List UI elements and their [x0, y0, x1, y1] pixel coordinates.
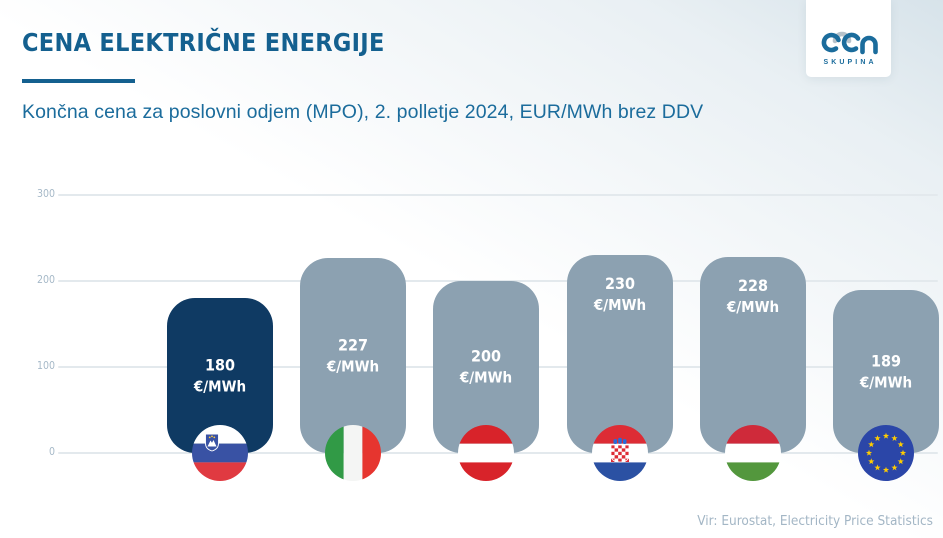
bar-value: 227 [337, 334, 369, 354]
bar-value-label: 228 €/MWh [700, 275, 806, 318]
bar-value-label: 227 €/MWh [300, 334, 406, 377]
bar-unit: €/MWh [726, 298, 780, 317]
croatia-flag-icon [592, 425, 648, 481]
bar-at: 200 €/MWh [433, 281, 539, 481]
bar-value-label: 189 €/MWh [833, 350, 939, 393]
y-axis-tick-0: 0 [48, 446, 55, 458]
bar-unit: €/MWh [193, 377, 247, 396]
bar-unit: €/MWh [459, 368, 513, 387]
bar-value: 228 [737, 276, 769, 295]
bar-value-label: 200 €/MWh [433, 345, 539, 388]
bar-value-label: 230 €/MWh [567, 273, 673, 316]
bar-value: 200 [470, 346, 502, 366]
eu-flag-icon [858, 425, 914, 481]
italy-flag-icon [325, 425, 381, 481]
bar-unit: €/MWh [859, 373, 913, 392]
gen-skupina-logo: SKUPINA [806, 0, 891, 77]
y-axis-tick-100: 100 [36, 360, 55, 372]
bar-unit: €/MWh [326, 357, 380, 376]
y-axis-tick-200: 200 [36, 274, 55, 286]
chart-subtitle: Končna cena za poslovni odjem (MPO), 2. … [22, 101, 704, 123]
slovenia-flag-icon [192, 425, 248, 481]
hungary-flag-icon [725, 425, 781, 481]
bar-unit: €/MWh [593, 296, 647, 315]
source-note: Vir: Eurostat, Electricity Price Statist… [697, 513, 933, 529]
bar-value-label: 180 €/MWh [167, 354, 273, 397]
austria-flag-icon [458, 425, 514, 481]
gen-logo-icon [821, 31, 878, 55]
y-axis-tick-300: 300 [36, 188, 55, 200]
bar-value: 189 [870, 350, 902, 370]
bar-value: 230 [604, 274, 636, 293]
bar-si: 180 €/MWh [167, 298, 273, 481]
bar-hr: 230 €/MWh [567, 255, 673, 481]
page-title: CENA ELEKTRIČNE ENERGIJE [22, 28, 385, 57]
bar-eu: 189 €/MWh [833, 290, 939, 481]
title-underline [22, 79, 135, 83]
gridline-y300 [58, 194, 938, 196]
bar-hu: 228 €/MWh [700, 257, 806, 481]
logo-subtext: SKUPINA [823, 59, 877, 66]
bar-value: 180 [204, 354, 236, 374]
bar-it: 227 €/MWh [300, 258, 406, 481]
